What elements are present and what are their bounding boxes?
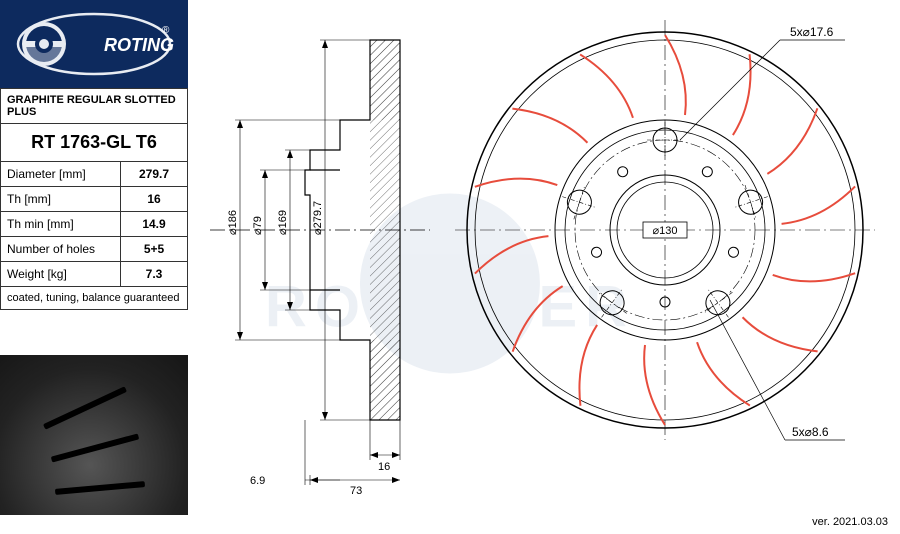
spec-label: Weight [kg] [1,262,121,287]
part-number: RT 1763-GL T6 [1,124,188,162]
dim-d186: ⌀186 [227,210,239,235]
dim-w6-9: 6.9 [250,475,265,487]
spec-label: Th [mm] [1,187,121,212]
spec-value: 5+5 [121,237,188,262]
spec-value: 7.3 [121,262,188,287]
product-line: GRAPHITE REGULAR SLOTTED PLUS [1,89,188,124]
spec-label: Diameter [mm] [1,162,121,187]
product-photo [0,355,188,515]
spec-value: 279.7 [121,162,188,187]
logo-text: ROTINGER [104,35,174,55]
side-view-drawing: ⌀186 ⌀79 ⌀169 ⌀279.7 16 6.9 73 [210,20,430,500]
front-view-drawing: ⌀130 5x⌀17.6 5x⌀8.6 [450,20,880,480]
dim-d169: ⌀169 [277,210,289,235]
spec-label: Number of holes [1,237,121,262]
dim-w16: 16 [378,461,390,473]
callout-small-holes: 5x⌀8.6 [792,425,829,439]
version-label: ver. 2021.03.03 [812,516,888,528]
dim-pcd: ⌀130 [653,225,678,237]
spec-table: GRAPHITE REGULAR SLOTTED PLUS RT 1763-GL… [0,88,188,310]
spec-value: 14.9 [121,212,188,237]
brand-logo: ROTINGER ® [0,0,188,88]
spec-label: Th min [mm] [1,212,121,237]
dim-d279: ⌀279.7 [312,201,324,235]
svg-text:®: ® [162,25,170,36]
dim-w73: 73 [350,485,362,497]
spec-footer: coated, tuning, balance guaranteed [1,287,188,310]
callout-bolt-holes: 5x⌀17.6 [790,25,834,39]
spec-value: 16 [121,187,188,212]
dim-d79: ⌀79 [252,216,264,235]
